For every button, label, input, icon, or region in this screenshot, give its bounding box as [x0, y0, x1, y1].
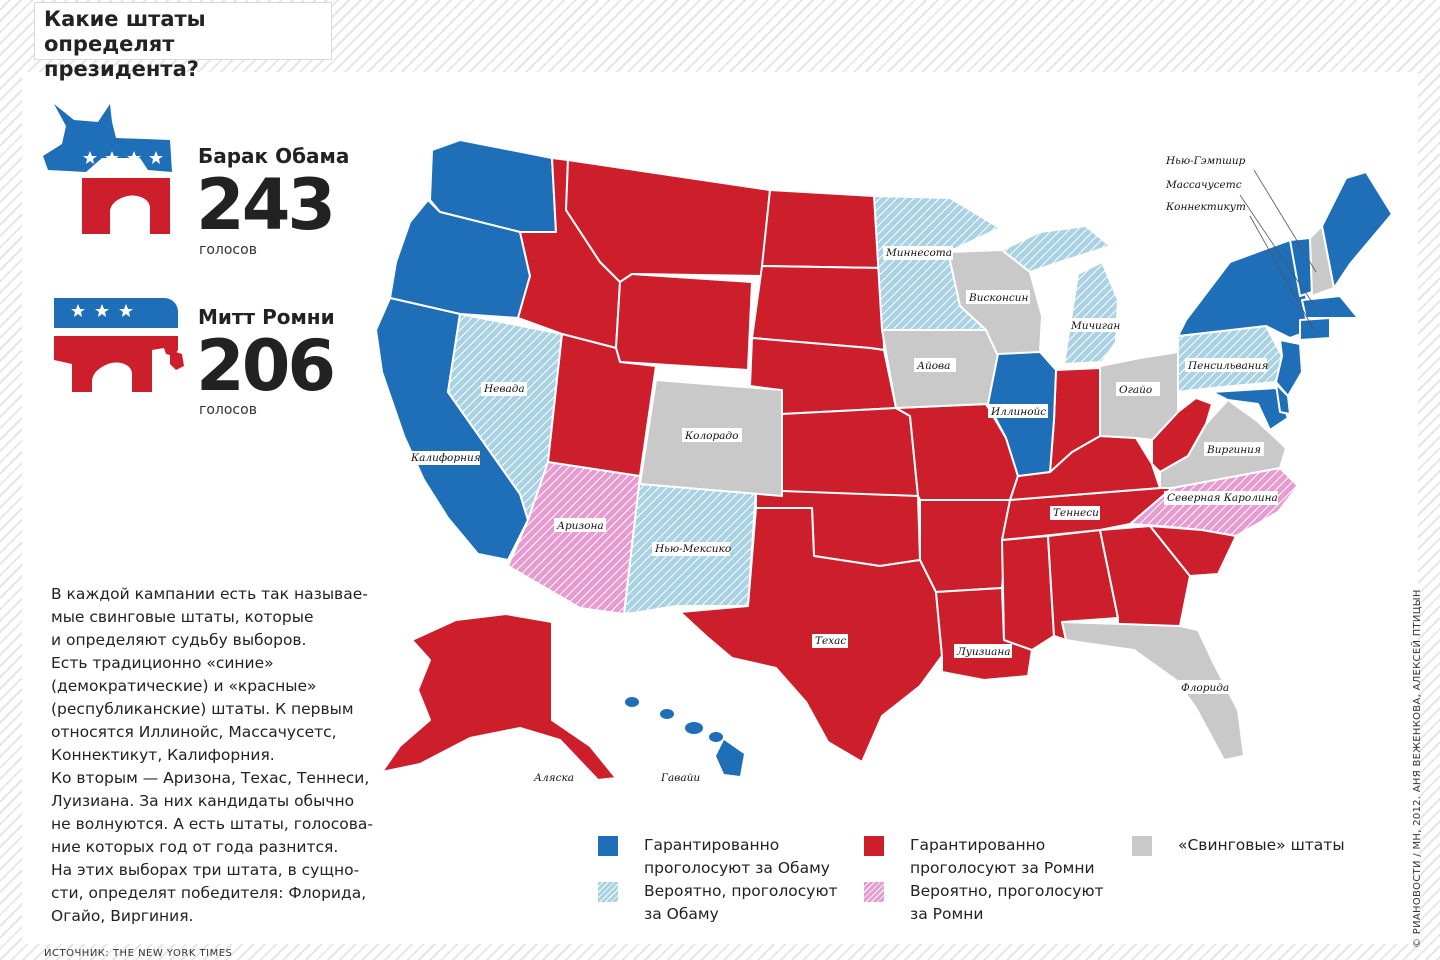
label-louisiana: Луизиана	[956, 646, 1011, 658]
label-colorado: Колорадо	[684, 430, 738, 442]
label-iowa: Айова	[916, 360, 950, 372]
label-texas: Техас	[815, 635, 846, 647]
state-michigan	[1063, 261, 1119, 365]
label-pennsylvania: Пенсильвания	[1187, 360, 1268, 372]
label-tennessee: Теннеси	[1053, 507, 1099, 519]
title-box	[34, 2, 332, 60]
label-virginia: Виргиния	[1206, 444, 1261, 456]
label-michigan: Мичиган	[1070, 320, 1120, 332]
credit-note: © РИАНОВОСТИ / МН, 2012. АНЯ ВЕЖЕНКОВА, …	[1412, 589, 1423, 948]
legend-swatch-romney-lean	[864, 882, 884, 902]
description-text: В каждой кампании есть так называе- мые …	[51, 585, 373, 925]
label-north-carolina: Северная Каролина	[1167, 492, 1278, 504]
label-alaska: Аляска	[533, 772, 574, 784]
romney-votes: 206	[196, 325, 336, 407]
state-oregon	[389, 199, 531, 319]
obama-votes-unit: голосов	[199, 242, 257, 258]
label-ohio: Огайо	[1119, 384, 1152, 396]
label-connecticut: Коннектикут	[1165, 201, 1246, 213]
state-south-dakota	[751, 265, 885, 351]
label-arizona: Аризона	[556, 520, 604, 532]
label-wisconsin: Висконсин	[968, 292, 1029, 304]
label-hawaii: Гавайи	[660, 772, 700, 784]
elephant-logo-icon	[54, 298, 184, 392]
state-kansas	[775, 407, 919, 497]
legend-swatch-obama-lean	[598, 882, 618, 902]
state-south-carolina	[1149, 525, 1237, 577]
state-arkansas	[919, 499, 1011, 593]
donkey-logo-icon	[43, 104, 172, 234]
state-minnesota	[873, 195, 1001, 331]
romney-votes-unit: голосов	[199, 402, 257, 418]
state-hawaii	[625, 697, 744, 776]
state-wyoming	[615, 273, 753, 371]
state-massachusetts	[1301, 295, 1359, 319]
label-illinois: Иллинойс	[990, 406, 1046, 418]
label-florida: Флорида	[1181, 682, 1229, 694]
obama-votes: 243	[196, 164, 336, 246]
source-note: ИСТОЧНИК: THE NEW YORK TIMES	[44, 948, 233, 959]
state-michigan-upper	[1001, 225, 1111, 273]
legend-swatch-obama-solid	[598, 836, 618, 856]
label-new-hampshire: Нью-Гэмпшир	[1165, 155, 1246, 167]
state-alaska	[381, 613, 617, 781]
state-texas	[679, 507, 943, 763]
legend-swatch-swing	[1132, 836, 1152, 856]
label-nevada: Невада	[483, 383, 525, 395]
label-minnesota: Миннесота	[885, 247, 952, 259]
legend-swatch-romney-solid	[864, 836, 884, 856]
label-california: Калифорния	[410, 452, 481, 464]
leader-lines	[1239, 169, 1317, 331]
label-massachusetts: Массачусетс	[1165, 179, 1242, 191]
state-mississippi	[1001, 535, 1055, 651]
state-connecticut	[1299, 317, 1331, 341]
state-florida	[1061, 621, 1245, 761]
romney-name: Митт Ромни	[198, 305, 335, 329]
state-delaware	[1275, 383, 1291, 415]
state-maine	[1321, 171, 1393, 289]
page-title: Какие штаты определят президента?	[44, 7, 206, 81]
state-utah	[547, 333, 657, 477]
state-north-dakota	[761, 189, 883, 269]
label-new-mexico: Нью-Мексико	[654, 543, 731, 555]
obama-name: Барак Обама	[198, 144, 350, 168]
